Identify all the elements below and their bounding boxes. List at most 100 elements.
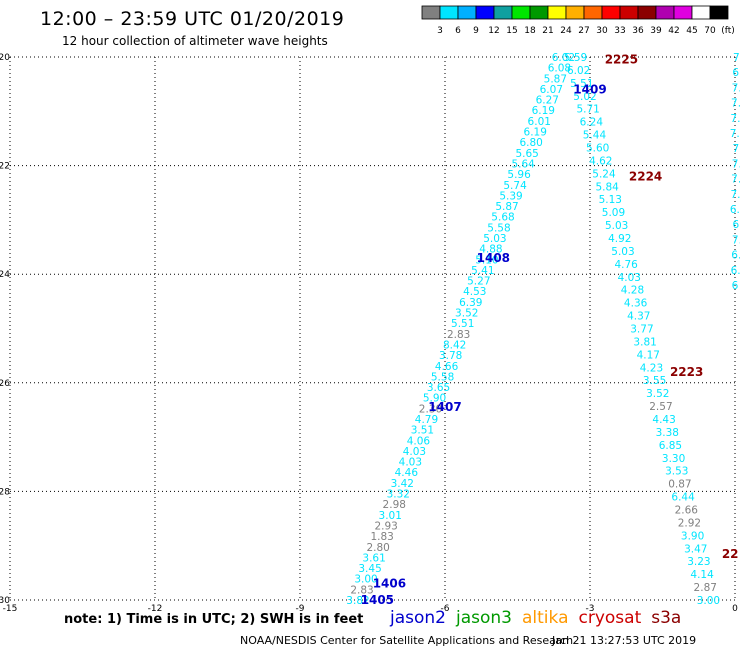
wave-height-value: 4.46 <box>395 467 419 479</box>
wave-height-value: 3.32 <box>387 489 410 501</box>
wave-height-value: 3.01 <box>379 510 402 522</box>
wave-height-value: 5.71 <box>576 104 599 116</box>
longitude-label: 0 <box>732 604 738 614</box>
satellite-legend: jason2 jason3 altika cryosat s3a <box>390 608 691 628</box>
wave-height-value: 5.41 <box>471 265 494 277</box>
pass-number-label: 1407 <box>428 400 461 414</box>
wave-height-value: 5.44 <box>583 130 607 142</box>
wave-height-value: 5.39 <box>499 190 522 202</box>
color-swatch <box>655 5 675 20</box>
wave-height-value: 5.59 <box>564 52 587 64</box>
longitude-label: -9 <box>296 604 305 614</box>
color-swatch <box>493 5 513 20</box>
wave-height-value: 4.66 <box>435 361 459 373</box>
wave-height-value: 5.02 <box>573 91 596 103</box>
wave-height-value: 5.10 <box>475 254 498 266</box>
wave-height-value: 3.23 <box>687 556 710 568</box>
wave-height-value: 4.14 <box>690 569 714 581</box>
wave-height-value: 4.28 <box>621 285 644 297</box>
page-subtitle: 12 hour collection of altimeter wave hei… <box>62 34 328 48</box>
wave-height-value: 3.52 <box>646 388 669 400</box>
wave-height-value: 5.68 <box>491 212 514 224</box>
color-scale-label: 3 <box>437 26 443 36</box>
wave-height-value: 3.53 <box>665 466 688 478</box>
wave-height-value: 4.03 <box>403 446 426 458</box>
color-scale-label: 39 <box>650 26 662 36</box>
latitude-label: -24 <box>0 270 10 280</box>
pass-number-label: 2224 <box>629 169 662 183</box>
wave-height-value: 4.76 <box>614 259 638 271</box>
color-scale-label: 30 <box>596 26 608 36</box>
satellite-legend-item: jason2 <box>390 608 446 628</box>
longitude-label: -15 <box>3 604 18 614</box>
wave-height-value: 6.02 <box>552 52 575 64</box>
wave-height-value: 2.93 <box>374 520 397 532</box>
wave-height-value: 2.92 <box>678 517 701 529</box>
page-title: 12:00 – 23:59 UTC 01/20/2019 <box>40 8 345 30</box>
pass-number-label: 1406 <box>373 577 406 591</box>
wave-height-value: 6.24 <box>580 117 604 129</box>
color-scale-label: 15 <box>506 26 517 36</box>
wave-height-value: 2.80 <box>366 542 389 554</box>
altimeter-track: 6.026.085.876.076.276.196.016.196.805.65… <box>346 52 575 607</box>
wave-height-value: 4.03 <box>399 457 422 469</box>
color-scale-label: (ft) <box>721 26 735 36</box>
wave-height-value: 0.87 <box>668 479 691 491</box>
wave-height-value: 7.3 <box>732 143 740 155</box>
color-swatch <box>511 5 531 20</box>
wave-height-value: 6.19 <box>524 127 547 139</box>
wave-height-value: 6.01 <box>528 116 551 128</box>
wave-height-value: 7.74 <box>732 82 740 94</box>
wave-height-value: 5.58 <box>487 222 510 234</box>
color-swatch <box>475 5 495 20</box>
wave-height-value: 3.55 <box>643 375 666 387</box>
wave-height-value: 7.50 <box>731 98 740 110</box>
wave-height-value: 6.39 <box>459 297 482 309</box>
color-scale-label: 70 <box>704 26 716 36</box>
wave-height-value: 6.44 <box>671 492 695 504</box>
wave-height-value: 5.84 <box>595 181 619 193</box>
wave-height-value: 3.42 <box>391 478 414 490</box>
wave-height-value: 6.85 <box>659 440 682 452</box>
wave-height-value: 3.81 <box>633 336 656 348</box>
wave-height-value: 3.45 <box>358 563 381 575</box>
wave-height-value: 3.82 <box>346 595 369 607</box>
wave-height-value: 4.88 <box>479 244 502 256</box>
wave-height-value: 3.51 <box>411 425 434 437</box>
wave-height-value: 4.53 <box>463 286 486 298</box>
color-swatch <box>439 5 459 20</box>
wave-height-value: 6. <box>733 219 740 231</box>
wave-height-value: 7.8 <box>731 189 740 201</box>
wave-height-value: 7.79 <box>730 128 740 140</box>
longitude-label: -12 <box>148 604 163 614</box>
units-note: note: 1) Time is in UTC; 2) SWH is in fe… <box>64 612 364 627</box>
wave-height-value: 5.65 <box>515 148 538 160</box>
color-swatch <box>637 5 657 20</box>
color-swatch <box>565 5 585 20</box>
color-swatch <box>457 5 477 20</box>
wave-height-value: 2.83 <box>447 329 470 341</box>
wave-height-value: 5.87 <box>495 201 518 213</box>
wave-height-value: 3.38 <box>656 427 679 439</box>
color-swatch <box>529 5 549 20</box>
wave-height-value: 5.13 <box>599 194 622 206</box>
wave-height-value: 3.00 <box>697 595 720 607</box>
wave-height-value: 4.17 <box>637 349 660 361</box>
wave-height-value: 2.66 <box>675 505 699 517</box>
wave-height-value: 4.03 <box>618 272 641 284</box>
wave-height-value: 3.52 <box>455 308 478 320</box>
latitude-label: -22 <box>0 162 10 172</box>
wave-height-value: 5.03 <box>611 246 634 258</box>
color-scale-label: 6 <box>455 26 461 36</box>
color-scale-label: 27 <box>578 26 589 36</box>
latitude-label: -28 <box>0 487 10 497</box>
wave-height-value: 2.30 <box>419 403 442 415</box>
color-swatch <box>709 5 729 20</box>
pass-number-label: 1408 <box>477 251 510 265</box>
wave-height-value: 4.37 <box>627 311 650 323</box>
color-swatch <box>583 5 603 20</box>
wave-height-value: 7.80 <box>730 113 740 125</box>
wave-height-value: 1.83 <box>370 531 393 543</box>
color-swatch <box>547 5 567 20</box>
